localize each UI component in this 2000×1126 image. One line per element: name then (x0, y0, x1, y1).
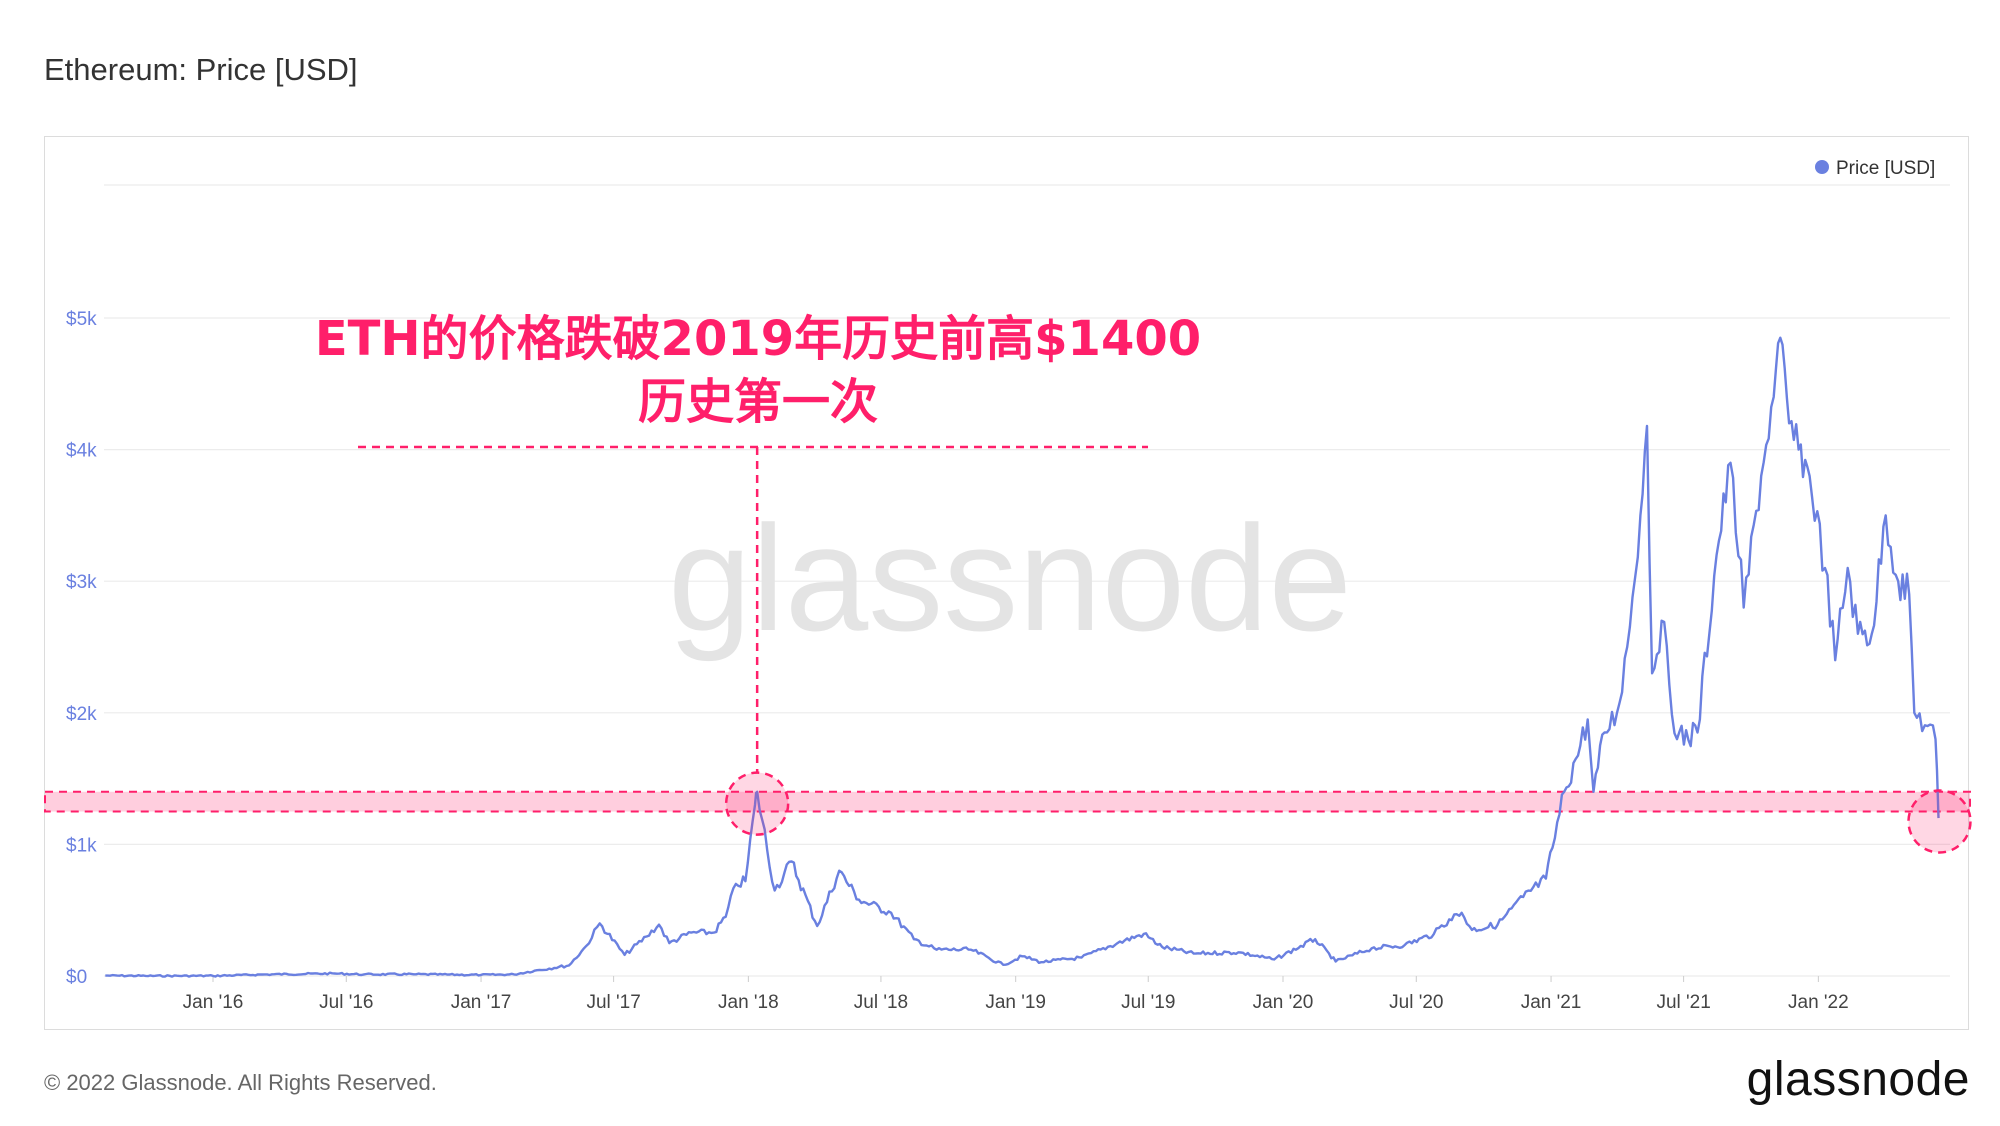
x-tick-label: Jul '17 (586, 992, 640, 1013)
highlight-band (44, 790, 1971, 813)
x-tick-label: Jul '18 (854, 992, 908, 1013)
annotation-line-1: ETH的价格跌破2019年历史前高$1400 (315, 311, 1201, 367)
highlight-circle-2022-low (1907, 789, 1972, 854)
x-tick-label: Jan '22 (1788, 992, 1849, 1013)
x-tick-label: Jan '18 (718, 992, 779, 1013)
x-tick-label: Jul '20 (1389, 992, 1443, 1013)
copyright-text: © 2022 Glassnode. All Rights Reserved. (44, 1070, 437, 1095)
y-tick-label: $4k (66, 441, 97, 462)
grid-lines (104, 184, 1950, 977)
x-tick-label: Jan '20 (1253, 992, 1314, 1013)
x-axis-ticks: Jan '16 Jul '16 Jan '17 Jul '17 Jan '18 Jul '… (183, 976, 1849, 1013)
x-tick-label: Jul '16 (319, 992, 373, 1013)
annotation-line-2: 历史第一次 (638, 374, 878, 430)
legend-label: Price [USD] (1836, 158, 1935, 179)
x-tick-label: Jan '19 (985, 992, 1046, 1013)
highlight-circle-2018-peak (724, 771, 790, 836)
watermark: glassnode (668, 494, 1352, 662)
y-tick-label: $1k (66, 835, 97, 856)
legend-marker (1815, 160, 1829, 174)
x-tick-label: Jan '16 (183, 992, 244, 1013)
price-line (105, 336, 1940, 978)
legend: Price [USD] (1815, 158, 1935, 179)
y-tick-label: $3k (66, 572, 97, 593)
x-tick-label: Jul '19 (1121, 992, 1175, 1013)
y-tick-label: $2k (66, 704, 97, 725)
y-axis-ticks: $0 $1k $2k $3k $4k $5k (66, 309, 97, 988)
y-tick-label: $5k (66, 309, 97, 330)
y-tick-label: $0 (66, 967, 87, 988)
x-tick-label: Jul '21 (1656, 992, 1710, 1013)
x-tick-label: Jan '17 (451, 992, 512, 1013)
glassnode-logo: glassnode (1746, 1053, 1970, 1106)
chart-panel (44, 136, 1969, 1030)
page-title: Ethereum: Price [USD] (44, 52, 358, 87)
annotation-layer (358, 445, 1972, 854)
x-tick-label: Jan '21 (1521, 992, 1582, 1013)
